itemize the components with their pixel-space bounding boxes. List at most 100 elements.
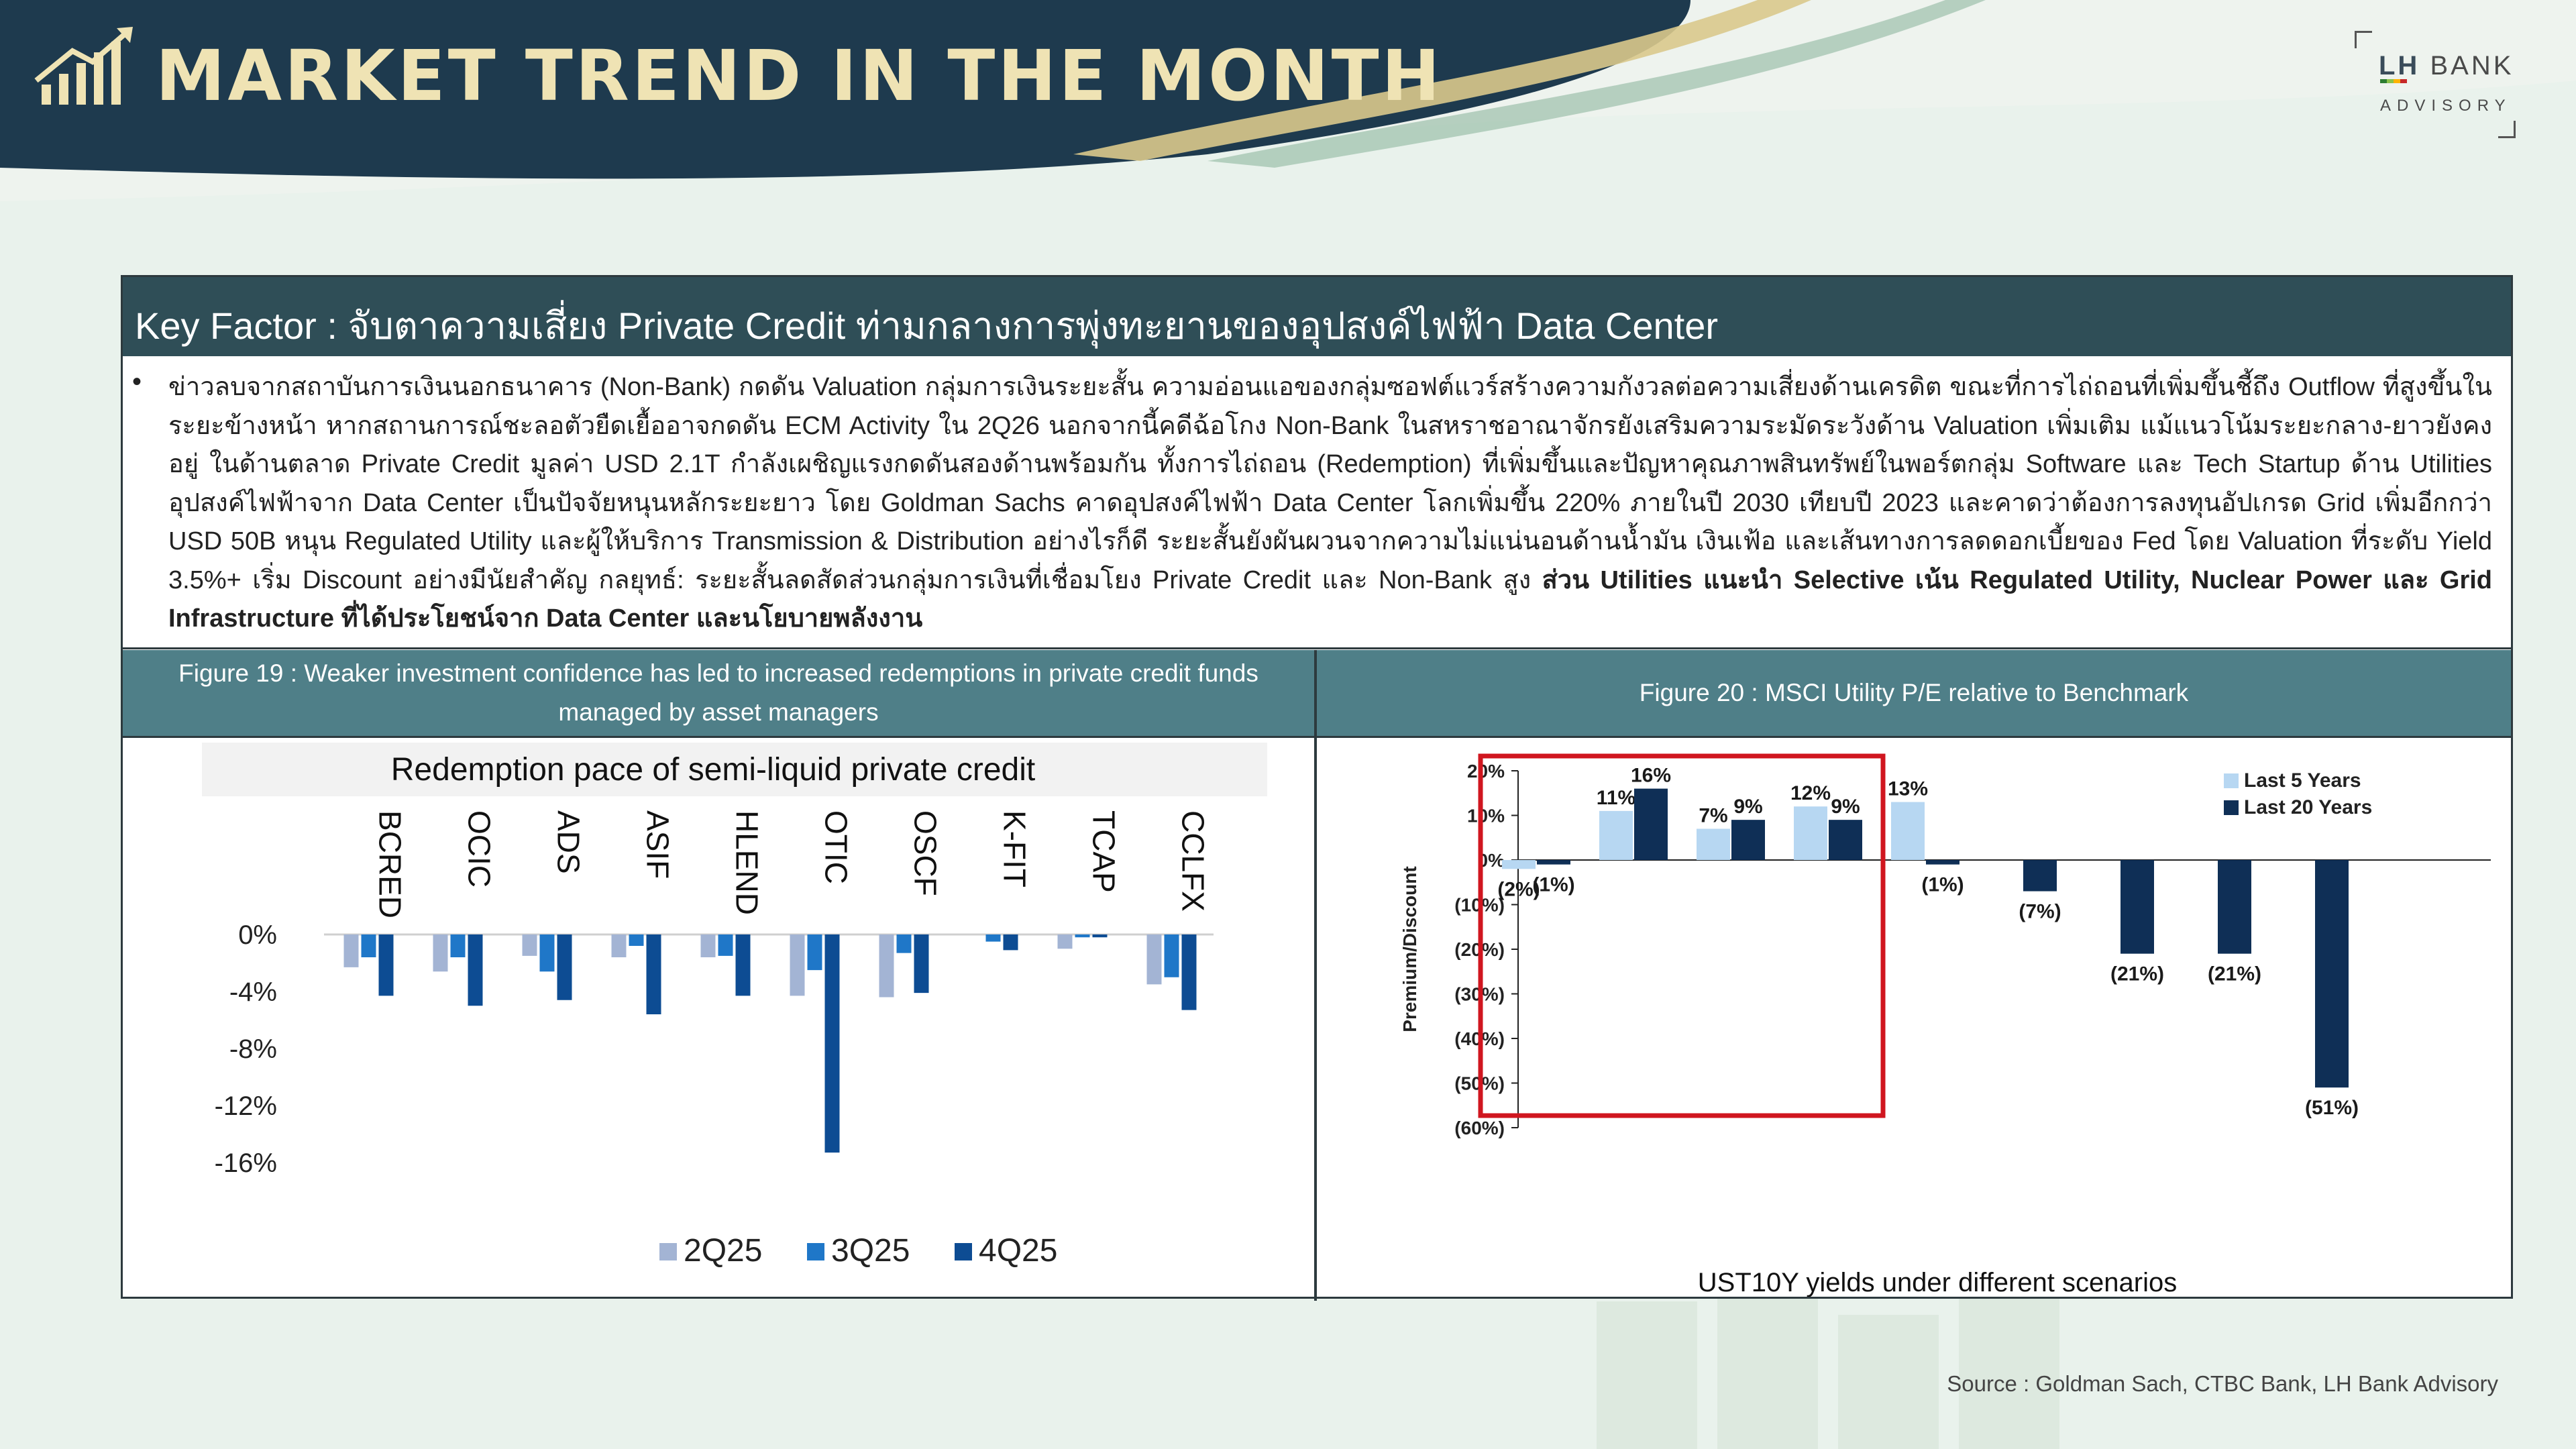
data-label: (21%) <box>2208 963 2261 985</box>
bar-4Q25 <box>468 934 483 1006</box>
figure19-caption-bar: Figure 19 : Weaker investment confidence… <box>123 650 1314 736</box>
bar-4Q25 <box>1092 934 1108 938</box>
x-tick-label: OSCF <box>908 810 943 896</box>
bar-3Q25 <box>539 934 555 972</box>
divider <box>1314 650 1317 1301</box>
bar-last-20-years <box>1731 820 1765 860</box>
bar-4Q25 <box>378 934 394 996</box>
legend-label: 4Q25 <box>979 1233 1057 1269</box>
brand-name: BANK <box>2430 51 2514 80</box>
y-tick-label: -12% <box>215 1091 277 1121</box>
brand-logo: LH BANK ADVISORY <box>2355 31 2516 138</box>
data-label: (51%) <box>2305 1097 2359 1119</box>
bar-2Q25 <box>1146 934 1162 985</box>
bar-last-20-years <box>2218 860 2251 954</box>
brand-prefix: LH <box>2379 51 2420 80</box>
bar-3Q25 <box>985 934 1001 942</box>
bar-last-5-years <box>1599 810 1633 860</box>
key-factor-title: Key Factor : จับตาความเสี่ยง Private Cre… <box>135 305 1719 347</box>
chart-title-band <box>202 743 1267 796</box>
bar-4Q25 <box>1181 934 1197 1010</box>
bar-last-5-years <box>1502 860 1536 869</box>
divider <box>123 736 2511 738</box>
legend-swatch <box>807 1243 824 1260</box>
legend-swatch <box>955 1243 972 1260</box>
x-tick-label: OTIC <box>819 810 854 884</box>
bar-3Q25 <box>1075 934 1090 938</box>
bar-3Q25 <box>361 934 376 957</box>
bar-3Q25 <box>718 934 733 956</box>
bar-last-20-years <box>1926 860 1960 865</box>
figure20-caption-bar: Figure 20 : MSCI Utility P/E relative to… <box>1317 650 2511 736</box>
divider <box>123 647 2511 649</box>
bar-4Q25 <box>735 934 751 996</box>
bullet-dot: • <box>132 367 142 396</box>
legend-swatch <box>659 1243 677 1260</box>
content-panel: Key Factor : จับตาความเสี่ยง Private Cre… <box>121 275 2513 1301</box>
body-bold-text: ส่วน Utilities แนะนำ Selective เน้น Regu… <box>168 566 2492 633</box>
utility-pe-chart: 20%10%0%(10%)(20%)(30%)(40%)(50%)(60%)Pr… <box>1333 748 2491 1297</box>
corner-mark <box>2498 121 2516 138</box>
bar-last-20-years <box>1829 820 1862 860</box>
bar-2Q25 <box>790 934 805 996</box>
bar-4Q25 <box>1003 934 1018 951</box>
bar-last-5-years <box>1891 802 1925 860</box>
x-tick-label: ADS <box>551 810 586 874</box>
bar-3Q25 <box>807 934 822 971</box>
bar-4Q25 <box>557 934 572 1000</box>
bar-4Q25 <box>914 934 929 994</box>
data-label: 11% <box>1597 787 1635 809</box>
data-label: (21%) <box>2110 963 2164 985</box>
x-tick-label: K-FIT <box>998 810 1032 888</box>
bar-2Q25 <box>522 934 537 956</box>
x-tick-label: ASIF <box>641 810 676 879</box>
x-tick-label: TCAP <box>1087 810 1122 893</box>
source-note: Source : Goldman Sach, CTBC Bank, LH Ban… <box>1947 1371 2498 1396</box>
y-tick-label: -8% <box>229 1034 277 1064</box>
legend-swatch <box>2224 773 2239 788</box>
data-label: 12% <box>1790 782 1831 804</box>
page-title: MARKET TREND IN THE MONTH <box>156 35 1443 117</box>
y-tick-label: -16% <box>215 1148 277 1178</box>
legend-swatch <box>2224 800 2239 815</box>
x-axis-label: UST10Y yields under different scenarios <box>1698 1268 2177 1297</box>
bar-3Q25 <box>896 934 912 953</box>
data-label: (7%) <box>2019 901 2061 923</box>
bar-2Q25 <box>1057 934 1073 949</box>
y-tick-label: 0% <box>238 920 277 950</box>
legend-label: 2Q25 <box>684 1233 762 1269</box>
brand-color-bar <box>2380 79 2407 83</box>
data-label: (2%) <box>1497 878 1540 900</box>
legend-label: Last 5 Years <box>2244 769 2361 792</box>
bar-4Q25 <box>646 934 661 1014</box>
bar-last-5-years <box>1697 828 1730 860</box>
y-tick-label: (60%) <box>1454 1118 1505 1138</box>
bar-last-20-years <box>1634 788 1668 860</box>
body-text: ข่าวลบจากสถาบันการเงินนอกธนาคาร (Non-Ban… <box>168 373 2492 594</box>
data-label: 9% <box>1733 796 1762 818</box>
corner-mark <box>2355 31 2372 48</box>
legend-label: 3Q25 <box>831 1233 910 1269</box>
bar-3Q25 <box>629 934 644 946</box>
legend-label: Last 20 Years <box>2244 796 2372 818</box>
bar-2Q25 <box>343 934 359 967</box>
x-tick-label: HLEND <box>730 810 765 915</box>
bar-4Q25 <box>824 934 840 1153</box>
redemption-chart: Redemption pace of semi-liquid private c… <box>202 743 1267 1269</box>
data-label: 16% <box>1631 765 1671 787</box>
figure20-caption: Figure 20 : MSCI Utility P/E relative to… <box>1639 679 2189 706</box>
bar-last-20-years <box>2023 860 2057 892</box>
key-factor-header: Key Factor : จับตาความเสี่ยง Private Cre… <box>123 277 2511 356</box>
bar-2Q25 <box>611 934 627 957</box>
data-label: 7% <box>1699 804 1727 826</box>
chart-title: Redemption pace of semi-liquid private c… <box>391 752 1035 788</box>
highlight-box <box>1478 753 1886 1118</box>
brand-subtitle: ADVISORY <box>2380 97 2512 115</box>
data-label: 9% <box>1831 796 1860 818</box>
key-factor-body: ข่าวลบจากสถาบันการเงินนอกธนาคาร (Non-Ban… <box>168 368 2492 639</box>
y-tick-label: 20% <box>1467 761 1505 782</box>
bar-2Q25 <box>879 934 894 998</box>
data-label: (1%) <box>1921 874 1964 896</box>
y-axis-label: Premium/Discount <box>1399 866 1420 1032</box>
y-tick-label: 10% <box>1467 806 1505 826</box>
